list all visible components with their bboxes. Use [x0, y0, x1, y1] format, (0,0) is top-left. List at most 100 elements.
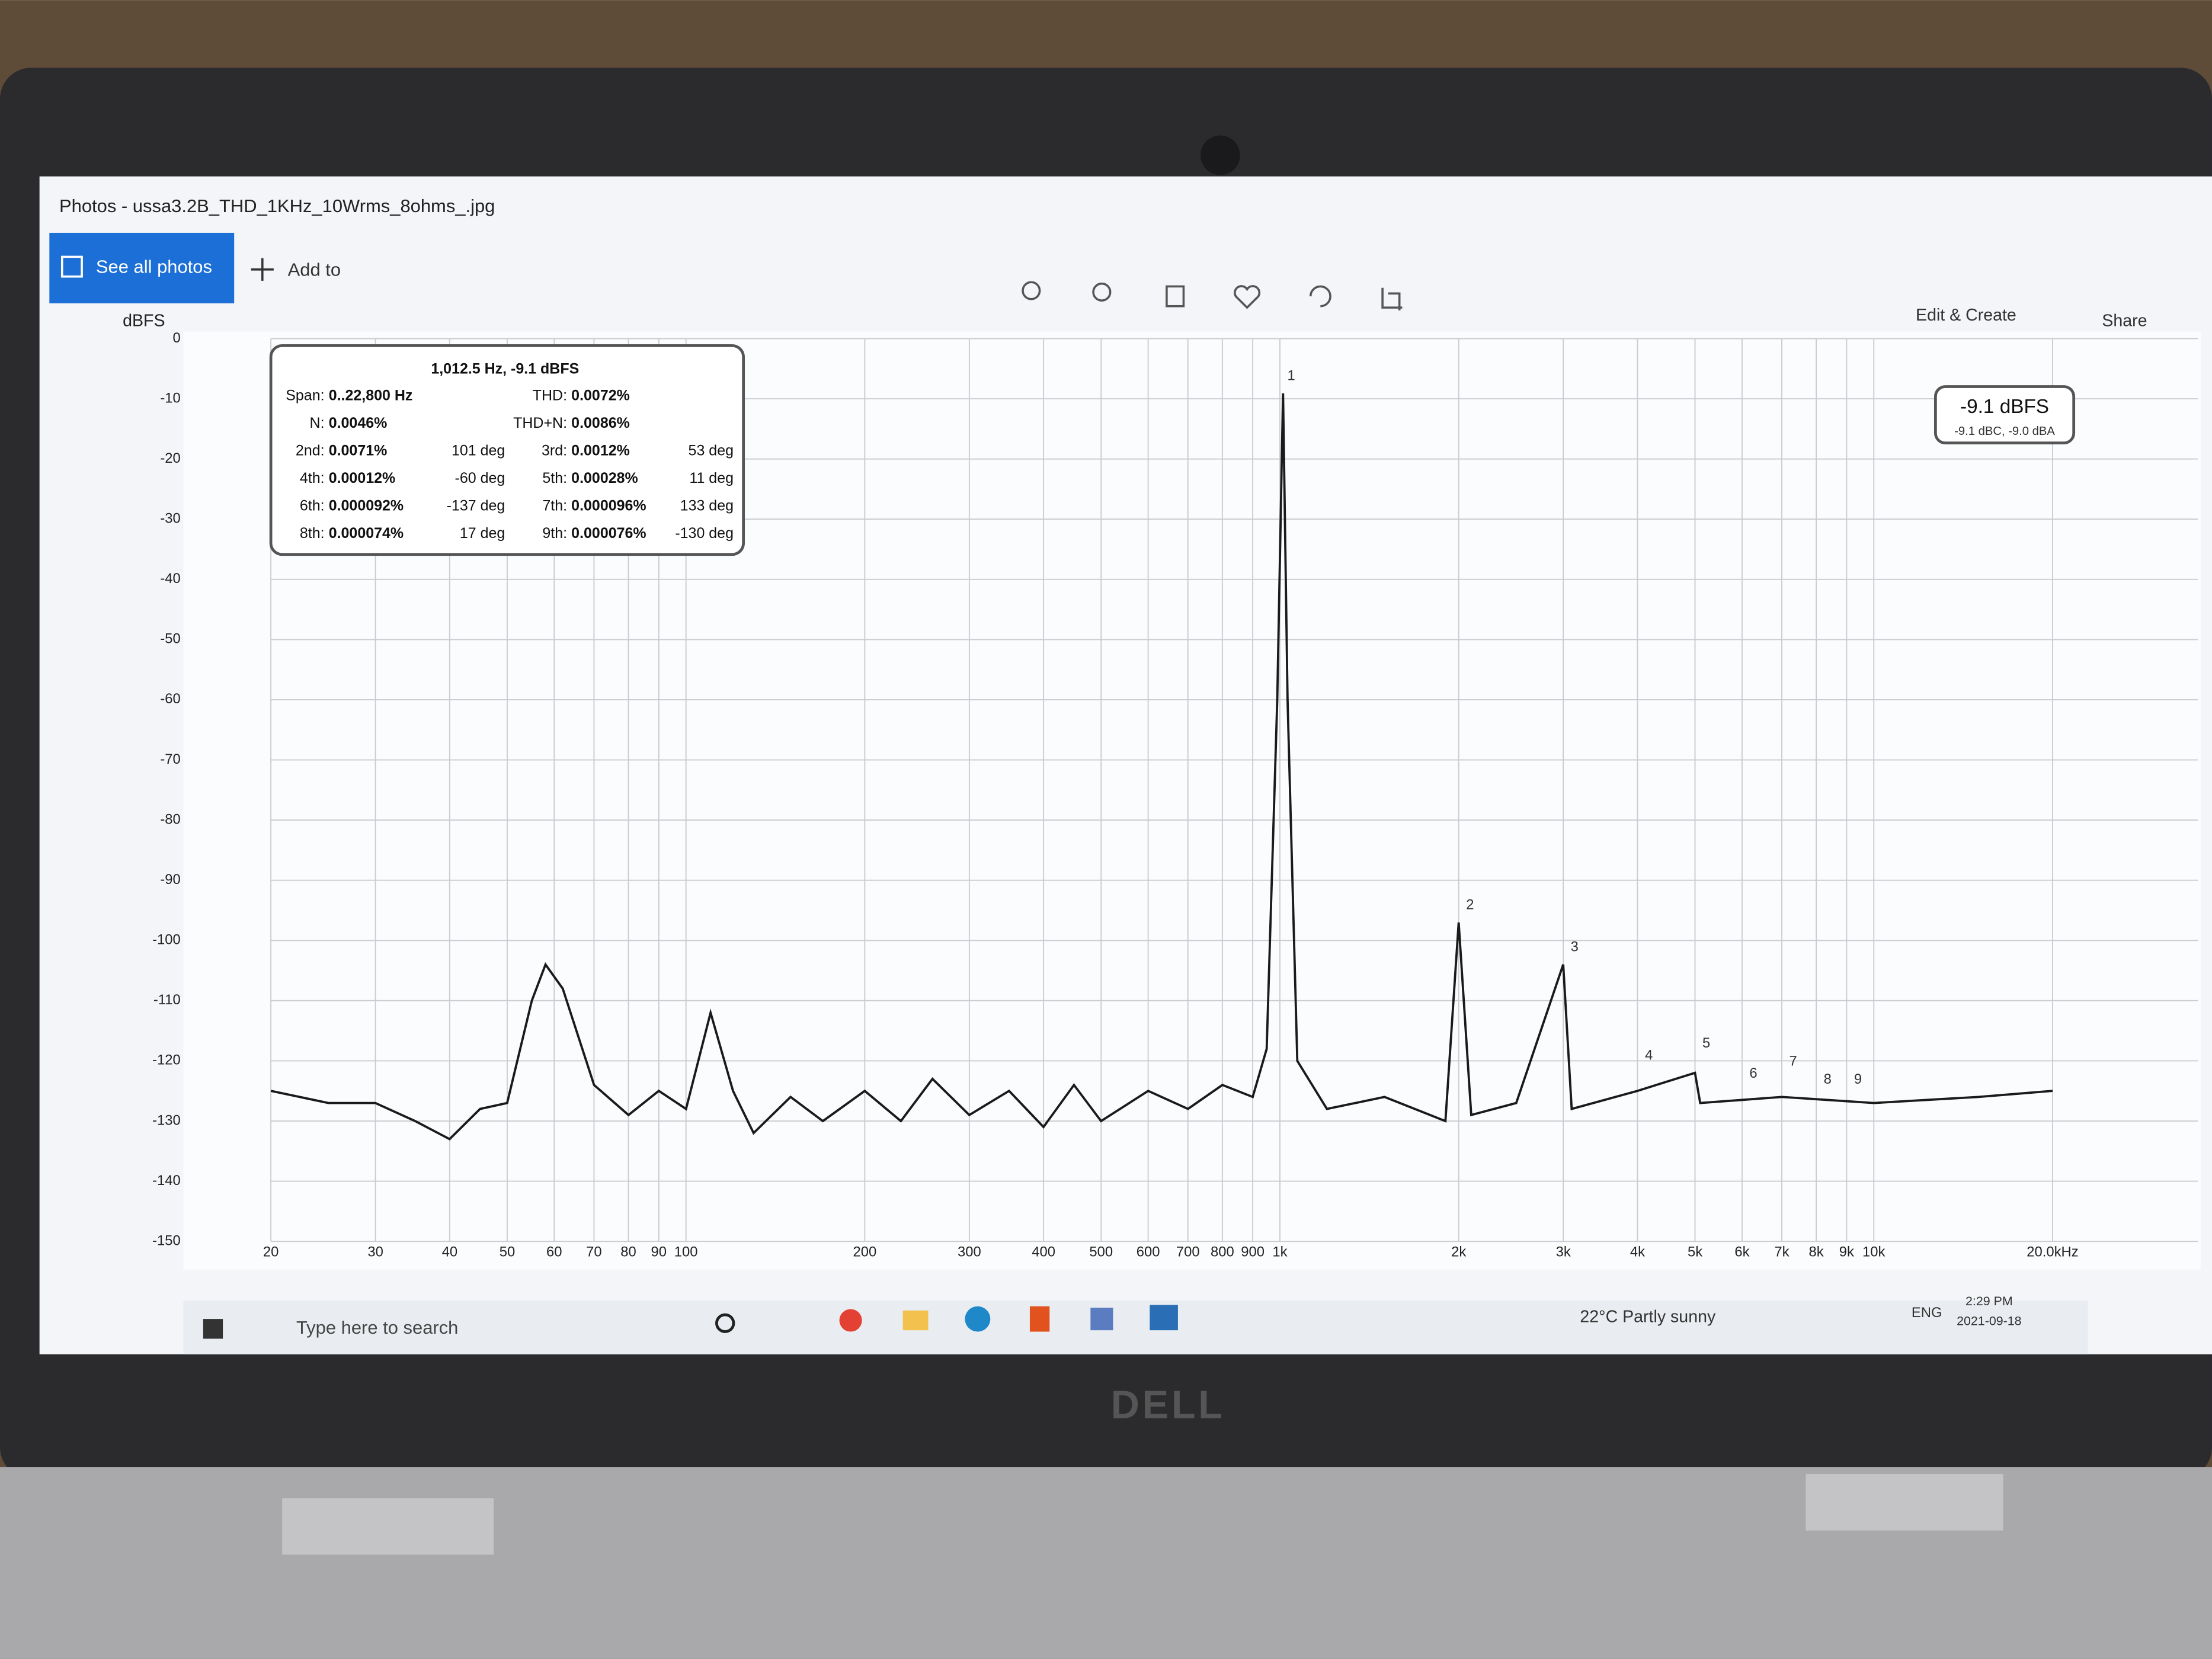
y-tick-label: -100	[152, 932, 181, 948]
info-cell: -130 deg	[675, 525, 734, 542]
info-cell: -60 deg	[455, 470, 505, 486]
rotate-icon[interactable]	[1309, 285, 1331, 308]
add-to-button[interactable]: Add to	[288, 259, 341, 280]
peak-box: -9.1 dBFS -9.1 dBC, -9.0 dBA	[1934, 385, 2076, 445]
info-cell: -137 deg	[447, 497, 505, 514]
y-tick-label: -80	[160, 811, 180, 827]
crop-icon[interactable]	[1381, 287, 1403, 310]
zoom-in-icon[interactable]	[1022, 281, 1041, 300]
cortana-icon[interactable]	[715, 1313, 735, 1333]
x-tick-label: 60	[546, 1244, 562, 1260]
x-tick-label: 500	[1089, 1244, 1113, 1260]
y-axis-label: dBFS	[123, 311, 165, 330]
info-cell: 11 deg	[689, 470, 734, 486]
search-box[interactable]: Type here to search	[296, 1317, 458, 1338]
info-cell: 3rd:	[542, 443, 567, 459]
x-tick-label: 5k	[1688, 1244, 1702, 1260]
harmonic-label: 4	[1645, 1047, 1653, 1063]
info-cell: 0.00028%	[571, 470, 638, 486]
harmonic-label: 8	[1824, 1071, 1832, 1087]
x-tick-label: 50	[500, 1244, 515, 1260]
edge-icon[interactable]	[965, 1306, 991, 1332]
delete-icon[interactable]	[1166, 285, 1185, 308]
info-cell: 0..22,800 Hz	[329, 387, 413, 404]
info-cell: 8th:	[300, 525, 325, 542]
x-tick-label: 400	[1032, 1244, 1055, 1260]
tool-icons	[1022, 281, 1403, 310]
info-header: 1,012.5 Hz, -9.1 dBFS	[431, 360, 579, 377]
info-cell: 0.0071%	[329, 443, 388, 459]
language: ENG	[1912, 1305, 1942, 1321]
info-cell: THD+N:	[513, 415, 567, 431]
info-cell: N:	[310, 415, 325, 431]
harmonic-label: 9	[1854, 1071, 1862, 1087]
edit-create-button[interactable]: Edit & Create	[1916, 306, 2016, 325]
favorite-icon[interactable]	[1234, 285, 1261, 309]
info-cell: 6th:	[300, 497, 325, 514]
y-tick-label: -30	[160, 511, 180, 527]
x-tick-label: 80	[620, 1244, 636, 1260]
info-cell: 0.0086%	[571, 415, 630, 431]
harmonic-label: 3	[1571, 939, 1579, 955]
x-tick-label: 40	[442, 1244, 457, 1260]
office-icon[interactable]	[1029, 1306, 1050, 1332]
y-tick-label: -140	[152, 1173, 181, 1189]
app-icon[interactable]	[1090, 1308, 1113, 1331]
x-tick-label: 7k	[1774, 1244, 1789, 1260]
webcam	[1201, 135, 1240, 175]
x-tick-label: 1k	[1272, 1244, 1287, 1260]
harmonic-label: 5	[1702, 1035, 1710, 1051]
see-all-label[interactable]: See all photos	[96, 257, 212, 277]
info-cell: 7th:	[542, 497, 567, 514]
harmonic-label: 2	[1466, 897, 1474, 913]
y-tick-label: -70	[160, 751, 180, 767]
x-tick-label: 70	[586, 1244, 601, 1260]
harmonic-label: 7	[1790, 1053, 1797, 1069]
y-tick-label: -60	[160, 691, 180, 707]
explorer-icon[interactable]	[902, 1310, 929, 1331]
x-tick-label: 20	[263, 1244, 278, 1260]
see-all-button[interactable]	[49, 232, 235, 303]
info-box: 1,012.5 Hz, -9.1 dBFS Span: 0..22,800 Hz TH…	[269, 344, 745, 556]
chrome-icon[interactable]	[839, 1309, 862, 1332]
peak-box-frame	[1934, 385, 2076, 445]
info-cell: Span:	[286, 387, 324, 404]
taskbar-apps	[715, 1305, 1178, 1333]
x-tick-label: 3k	[1556, 1244, 1571, 1260]
brand: DELL	[1111, 1383, 1225, 1427]
info-cell: 4th:	[300, 470, 325, 486]
harmonic-label: 6	[1749, 1065, 1757, 1081]
y-tick-label: -20	[160, 450, 180, 466]
share-button[interactable]: Share	[2102, 311, 2147, 330]
y-tick-label: -130	[152, 1112, 181, 1128]
info-cell: 101 deg	[452, 443, 505, 459]
info-cell: 5th:	[542, 470, 567, 486]
info-cell: 0.000096%	[571, 497, 646, 514]
x-tick-label: 30	[367, 1244, 383, 1260]
y-tick-label: -90	[160, 872, 180, 888]
photos-app-icon[interactable]	[1150, 1305, 1178, 1331]
info-cell: 9th:	[542, 525, 567, 542]
info-cell: 17 deg	[460, 525, 505, 542]
zoom-out-icon[interactable]	[1092, 282, 1112, 302]
info-cell: 0.000074%	[329, 525, 404, 542]
harmonic-label: 1	[1288, 368, 1295, 384]
x-tick-label: 9k	[1839, 1244, 1854, 1260]
x-tick-label: 100	[674, 1244, 698, 1260]
info-cell: THD:	[533, 387, 567, 404]
info-cell: 0.0012%	[571, 443, 630, 459]
x-tick-label: 800	[1211, 1244, 1234, 1260]
x-tick-label: 2k	[1451, 1244, 1466, 1260]
start-button[interactable]	[203, 1319, 223, 1339]
x-tick-label: 20.0kHz	[2027, 1244, 2078, 1260]
hinge	[1806, 1474, 2003, 1531]
peak-main: -9.1 dBFS	[1960, 396, 2049, 418]
x-tick-label: 8k	[1809, 1244, 1824, 1260]
weather: 22°C Partly sunny	[1580, 1307, 1716, 1326]
x-tick-label: 10k	[1862, 1244, 1885, 1260]
spectrum-line	[270, 393, 2053, 1141]
info-cell: 0.000076%	[571, 525, 646, 542]
y-tick-label: -10	[160, 390, 180, 406]
peak-sub: -9.1 dBC, -9.0 dBA	[1954, 425, 2055, 438]
